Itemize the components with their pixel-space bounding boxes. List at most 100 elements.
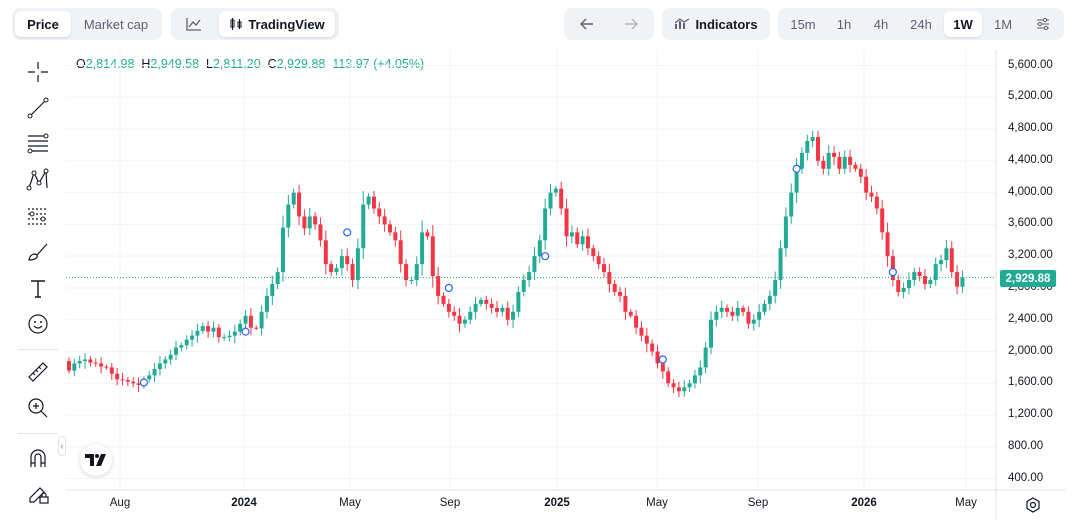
- candle-body: [377, 208, 382, 217]
- candle-body: [521, 280, 526, 292]
- candle-body: [179, 345, 184, 348]
- candle-body: [885, 232, 890, 257]
- candle-body: [420, 232, 425, 265]
- candle-body: [409, 280, 414, 282]
- forecast-tool[interactable]: [24, 202, 52, 230]
- x-tick-label: Sep: [439, 497, 461, 509]
- interval-4h[interactable]: 4h: [873, 16, 889, 32]
- candle-body: [612, 283, 617, 292]
- candle-body: [211, 327, 216, 332]
- candle-body: [77, 361, 82, 364]
- candle-body: [634, 315, 639, 328]
- y-tick-label: 800.00: [1008, 439, 1044, 452]
- candle-body: [495, 307, 499, 312]
- chart-settings-button[interactable]: [1024, 496, 1042, 514]
- candle-body: [896, 280, 901, 292]
- candle-body: [703, 347, 708, 368]
- candle-body: [318, 224, 323, 241]
- redo-button[interactable]: [612, 11, 650, 37]
- candle-body: [141, 379, 146, 385]
- candle-body: [436, 276, 441, 296]
- candle-body: [682, 387, 687, 392]
- candle-body: [912, 272, 917, 281]
- last-price-tag: 2,929.88: [1000, 270, 1056, 287]
- candle-body: [709, 319, 713, 348]
- interval-1m[interactable]: 1M: [993, 16, 1013, 32]
- candle-body: [628, 311, 633, 316]
- fib-retracement-icon: [27, 133, 49, 154]
- sidebar-collapse-handle[interactable]: ‹: [58, 436, 66, 456]
- candle-body: [371, 196, 376, 209]
- ruler-tool[interactable]: [24, 358, 52, 386]
- lock-drawing-tool[interactable]: [24, 480, 52, 508]
- candle-body: [398, 240, 403, 265]
- candle-body: [382, 216, 387, 225]
- y-tick-label: 2,000.00: [1008, 344, 1053, 357]
- candle-body: [206, 326, 211, 332]
- indicators-button[interactable]: Indicators: [662, 8, 770, 40]
- candle-body: [837, 156, 842, 169]
- undo-button[interactable]: [568, 11, 606, 37]
- magnet-tool[interactable]: [24, 444, 52, 472]
- undo-icon: [580, 18, 593, 30]
- crosshair-tool[interactable]: [24, 58, 52, 86]
- candle-body: [751, 319, 756, 324]
- candle-body: [923, 276, 927, 284]
- interval-24h[interactable]: 24h: [910, 16, 932, 32]
- candle-body: [163, 359, 168, 364]
- candle-body: [72, 363, 77, 371]
- candle-body: [115, 373, 120, 380]
- tradingview-logo[interactable]: [80, 444, 112, 476]
- ohlc-legend: O2,814.98 H2,949.58 L2,811.20 C2,929.88 …: [76, 57, 424, 71]
- interval-1h[interactable]: 1h: [836, 16, 852, 32]
- candle-body: [949, 248, 954, 273]
- interval-15m[interactable]: 15m: [790, 16, 816, 32]
- chart-style-group: TradingView: [171, 8, 339, 40]
- candle-body: [478, 299, 483, 304]
- fib-tool[interactable]: [24, 130, 52, 158]
- candle-body: [548, 192, 553, 209]
- candle-body: [874, 196, 879, 209]
- settings-button[interactable]: [1026, 11, 1060, 37]
- candle-body: [302, 216, 307, 229]
- candle-body: [559, 188, 564, 209]
- pattern-tool[interactable]: [24, 166, 52, 194]
- emoji-tool[interactable]: [24, 310, 52, 338]
- tab-price[interactable]: Price: [15, 11, 71, 37]
- candle-body: [575, 232, 580, 245]
- brush-tool[interactable]: [24, 238, 52, 266]
- open-value: 2,814.98: [85, 57, 135, 71]
- candle-body: [355, 248, 360, 281]
- candle-body: [639, 327, 644, 336]
- candle-body: [842, 156, 847, 169]
- zoom-tool[interactable]: [24, 394, 52, 422]
- candle-body: [618, 291, 623, 296]
- trend-line-icon: [27, 97, 49, 119]
- candle-body: [243, 315, 248, 324]
- tradingview-button[interactable]: TradingView: [219, 11, 335, 37]
- candle-body: [313, 216, 318, 225]
- x-tick-label: 2024: [231, 497, 257, 509]
- indicators-inner: Indicators: [662, 11, 770, 37]
- text-tool[interactable]: [24, 274, 52, 302]
- candle-body: [200, 326, 205, 331]
- candle-body: [655, 351, 660, 364]
- x-tick-label: Aug: [109, 497, 131, 509]
- emoji-icon: [28, 314, 48, 334]
- candle-body: [805, 140, 810, 153]
- y-tick-label: 3,600.00: [1008, 217, 1053, 230]
- candle-body: [853, 164, 858, 169]
- candle-body: [906, 280, 911, 288]
- chart-type-button[interactable]: [174, 11, 214, 37]
- interval-1w[interactable]: 1W: [944, 11, 982, 37]
- candle-body: [275, 272, 280, 284]
- candle-body: [602, 264, 606, 273]
- candle-body: [725, 307, 730, 312]
- tab-market-cap[interactable]: Market cap: [83, 16, 149, 32]
- trend-line-tool[interactable]: [24, 94, 52, 122]
- open-label: O: [76, 57, 86, 71]
- event-marker: [792, 164, 801, 173]
- candle-body: [462, 319, 467, 324]
- zoom-in-icon: [28, 398, 48, 418]
